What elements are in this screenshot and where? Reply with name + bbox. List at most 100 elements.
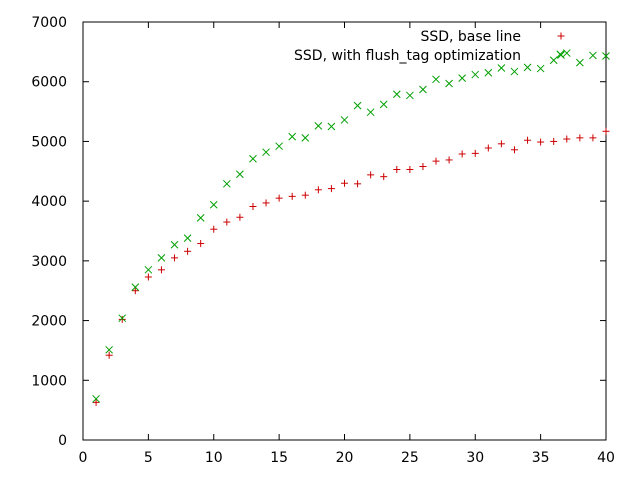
data-point-series-1 (301, 191, 309, 199)
data-point-series-1 (327, 185, 335, 193)
y-tick-label: 6000 (31, 75, 67, 91)
tick-labels: 0 5 10 15 20 25 30 35 40 0 1000 2000 3000 4000 5000 600… (31, 15, 615, 466)
data-point-series-1 (92, 398, 100, 406)
data-point-series-2 (131, 283, 140, 291)
legend: SSD, base line SSD, with flush_tag optimi… (294, 29, 565, 64)
legend-label-series-1: SSD, base line (420, 29, 521, 45)
legend-marker-series-1 (557, 32, 565, 40)
data-point-series-2 (549, 56, 558, 65)
data-point-series-1 (484, 144, 492, 152)
x-tick-label: 30 (466, 450, 484, 466)
plot-frame (82, 21, 607, 441)
data-point-series-2 (157, 254, 166, 262)
data-point-series-2 (366, 108, 375, 117)
x-tick-label: 5 (144, 450, 153, 466)
data-point-series-2 (209, 200, 218, 209)
data-point-series-1 (367, 171, 375, 179)
data-point-series-2 (196, 214, 205, 222)
data-point-series-2 (170, 240, 179, 249)
y-tick-label: 2000 (31, 314, 67, 330)
data-point-series-2 (379, 100, 388, 109)
data-point-series-1 (354, 180, 362, 188)
axes (82, 21, 607, 441)
data-point-series-2 (118, 314, 127, 323)
data-point-series-1 (288, 192, 296, 200)
data-point-series-1 (380, 173, 388, 181)
data-point-series-1 (223, 218, 231, 226)
data-point-series-2 (589, 51, 597, 60)
data-point-series-1 (471, 149, 479, 157)
data-point-series-1 (445, 156, 453, 164)
y-tick-label: 3000 (31, 254, 67, 270)
data-point-series-1 (458, 150, 466, 158)
x-tick-label: 20 (336, 450, 354, 466)
data-point-series-1 (210, 225, 218, 233)
x-tick-label: 40 (597, 450, 615, 466)
data-point-series-1 (262, 199, 270, 207)
data-point-series-2 (602, 52, 610, 60)
data-point-series-1 (249, 203, 257, 211)
data-points (92, 49, 610, 406)
data-point-series-2 (484, 68, 493, 77)
data-point-series-2 (392, 90, 401, 99)
data-point-series-1 (524, 136, 532, 144)
data-point-series-2 (314, 122, 323, 130)
legend-marker-series-2 (557, 51, 565, 59)
x-tick-label: 35 (532, 450, 550, 466)
data-point-series-1 (419, 163, 427, 171)
data-point-series-2 (523, 63, 532, 72)
data-point-series-2 (445, 79, 453, 88)
data-point-series-2 (288, 132, 297, 141)
data-point-series-2 (406, 91, 414, 100)
data-point-series-1 (497, 140, 505, 148)
data-point-series-2 (105, 345, 114, 354)
data-point-series-1 (393, 165, 401, 173)
data-point-series-2 (353, 101, 362, 110)
y-tick-label: 1000 (31, 373, 67, 389)
data-point-series-1 (563, 135, 571, 143)
data-point-series-1 (197, 240, 205, 248)
data-point-series-1 (144, 273, 152, 281)
data-point-series-1 (275, 194, 283, 202)
data-point-series-2 (249, 154, 257, 163)
data-point-series-1 (537, 138, 545, 146)
data-point-series-1 (118, 315, 126, 323)
data-point-series-1 (341, 179, 348, 187)
x-tick-label: 15 (270, 450, 288, 466)
data-point-series-1 (314, 186, 322, 194)
data-point-series-1 (550, 137, 558, 145)
data-point-series-1 (157, 266, 165, 274)
x-tick-label: 25 (401, 450, 419, 466)
data-point-series-2 (327, 122, 336, 131)
data-point-series-2 (471, 70, 480, 79)
data-point-series-2 (575, 58, 584, 67)
data-point-series-1 (602, 127, 610, 135)
y-tick-label: 4000 (31, 194, 67, 210)
data-point-series-2 (222, 179, 231, 188)
data-point-series-1 (576, 134, 584, 142)
data-point-series-2 (236, 170, 244, 179)
data-point-series-2 (301, 133, 310, 142)
data-point-series-2 (144, 265, 153, 274)
y-tick-label: 5000 (31, 134, 67, 150)
data-point-series-1 (131, 287, 139, 295)
data-point-series-2 (92, 394, 100, 403)
x-tick-label: 10 (205, 450, 223, 466)
data-point-series-1 (589, 134, 597, 142)
data-point-series-1 (236, 213, 244, 221)
data-point-series-2 (340, 116, 349, 124)
data-point-series-2 (510, 67, 519, 76)
data-point-series-2 (562, 49, 571, 57)
data-point-series-1 (432, 157, 440, 165)
data-point-series-2 (275, 142, 283, 151)
data-point-series-2 (458, 74, 467, 82)
data-point-series-1 (171, 254, 179, 262)
data-point-series-1 (510, 146, 518, 154)
data-point-series-2 (432, 75, 440, 84)
legend-label-series-2: SSD, with flush_tag optimization (294, 48, 521, 64)
y-tick-label: 7000 (31, 15, 67, 31)
data-point-series-2 (262, 148, 270, 157)
data-point-series-2 (536, 64, 545, 73)
